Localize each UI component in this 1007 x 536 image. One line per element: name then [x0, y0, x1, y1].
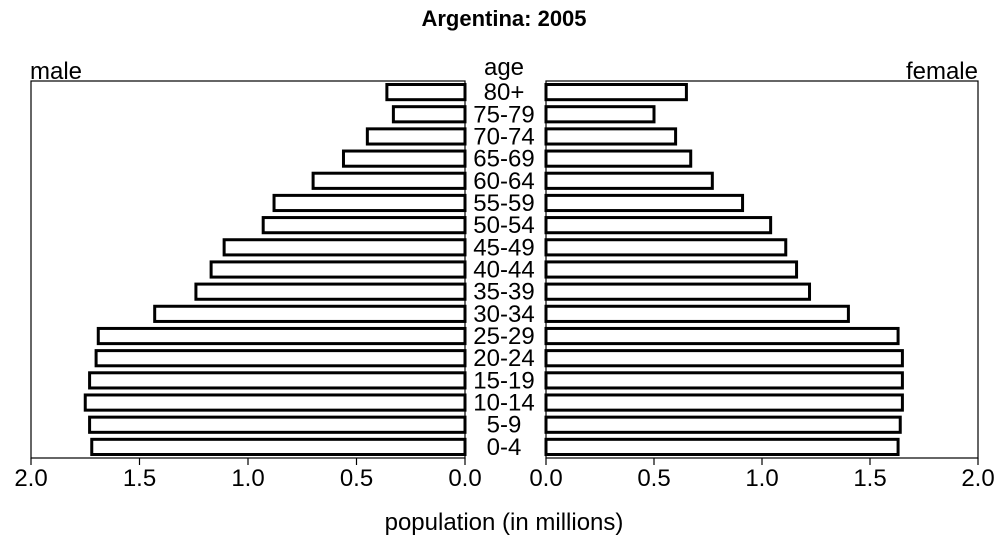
female-bar-15-19: [544, 371, 904, 390]
female-bar-80+: [544, 83, 688, 102]
female-bar-35-39: [544, 282, 812, 301]
chart-title: Argentina: 2005: [421, 6, 586, 31]
male-bar-60-64: [311, 171, 467, 190]
female-bar-20-24: [544, 349, 904, 368]
age-group-label: 40-44: [473, 257, 534, 284]
male-bar-80+: [385, 83, 467, 102]
female-bar-30-34: [544, 304, 850, 323]
male-bar-70-74: [365, 127, 467, 146]
female-bar-10-14: [544, 393, 904, 412]
female-bar-40-44: [544, 260, 799, 279]
female-bar-0-4: [544, 437, 900, 456]
age-label: age: [484, 54, 524, 81]
male-bar-50-54: [261, 216, 467, 235]
male-bar-15-19: [88, 371, 467, 390]
male-x-tick-label: 1.5: [123, 465, 156, 492]
male-x-tick-label: 2.0: [14, 465, 47, 492]
male-x-tick-label: 0.0: [448, 465, 481, 492]
age-group-label: 75-79: [473, 101, 534, 128]
female-bar-55-59: [544, 193, 745, 213]
age-group-label: 35-39: [473, 279, 534, 306]
age-group-label: 30-34: [473, 301, 534, 328]
female-bar-25-29: [544, 326, 900, 346]
female-bar-50-54: [544, 216, 773, 235]
age-group-label: 70-74: [473, 123, 534, 150]
female-bar-5-9: [544, 415, 902, 434]
male-bar-35-39: [194, 282, 467, 301]
age-group-label: 80+: [484, 79, 525, 106]
female-x-tick-label: 2.0: [961, 465, 994, 492]
male-bar-65-69: [341, 149, 467, 168]
female-bar-75-79: [544, 105, 656, 124]
age-group-label: 60-64: [473, 168, 534, 195]
age-group-label: 10-14: [473, 390, 534, 417]
age-group-label: 45-49: [473, 234, 534, 261]
female-bar-60-64: [544, 171, 714, 190]
male-x-tick-label: 0.5: [340, 465, 373, 492]
female-x-tick-label: 1.0: [745, 465, 778, 492]
male-bar-20-24: [94, 349, 467, 368]
female-x-tick-label: 1.5: [853, 465, 886, 492]
male-bar-30-34: [153, 304, 467, 323]
male-bar-10-14: [83, 393, 467, 412]
age-group-label: 50-54: [473, 212, 534, 239]
age-group-label: 25-29: [473, 323, 534, 350]
x-axis-label: population (in millions): [385, 509, 624, 536]
female-bar-45-49: [544, 238, 788, 257]
male-x-tick-label: 1.0: [231, 465, 264, 492]
male-bar-25-29: [96, 326, 467, 346]
female-x-tick-label: 0.5: [637, 465, 670, 492]
age-group-label: 20-24: [473, 345, 534, 372]
female-bar-70-74: [544, 127, 678, 146]
male-bar-75-79: [391, 105, 467, 124]
male-bar-5-9: [88, 415, 467, 434]
chart-marks: 0-45-910-1415-1920-2425-2930-3435-3940-4…: [14, 79, 994, 492]
age-group-label: 65-69: [473, 146, 534, 173]
age-group-label: 55-59: [473, 190, 534, 217]
age-group-label: 0-4: [487, 434, 522, 461]
female-x-tick-label: 0.0: [529, 465, 562, 492]
male-bar-55-59: [272, 193, 467, 213]
age-group-label: 15-19: [473, 367, 534, 394]
male-bar-40-44: [209, 260, 467, 279]
male-bar-45-49: [222, 238, 467, 257]
male-bar-0-4: [90, 437, 467, 456]
female-bar-65-69: [544, 149, 693, 168]
age-group-label: 5-9: [487, 412, 522, 439]
